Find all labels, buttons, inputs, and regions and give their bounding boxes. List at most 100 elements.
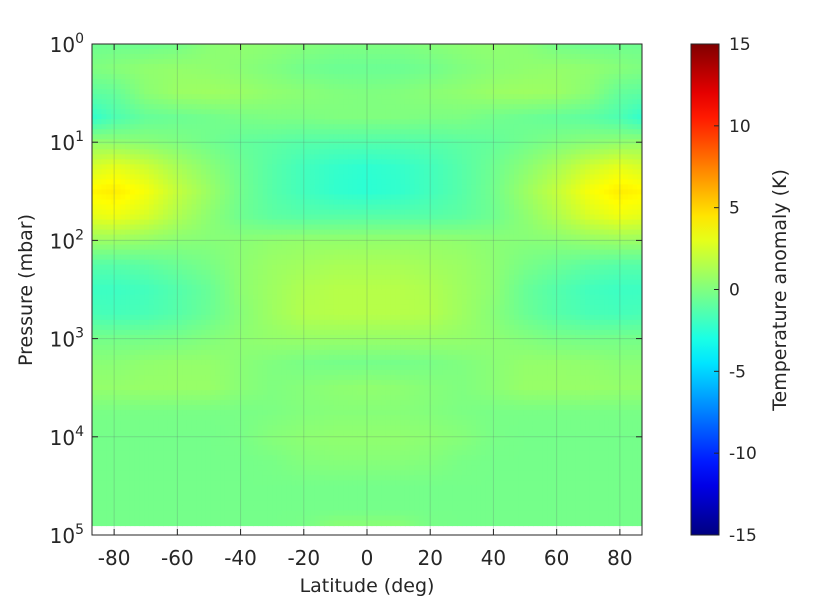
heatmap-cell (613, 214, 619, 221)
heatmap-cell (627, 94, 634, 100)
heatmap-cell (414, 194, 420, 201)
heatmap-cell (585, 139, 591, 145)
heatmap-cell (414, 124, 420, 130)
heatmap-cell (608, 194, 615, 201)
heatmap-cell (442, 124, 449, 130)
heatmap-cell (338, 119, 344, 125)
heatmap-cell (134, 169, 141, 176)
heatmap-cell (196, 59, 202, 65)
heatmap-cell (224, 179, 231, 186)
heatmap-cell (305, 204, 311, 211)
heatmap-cell (476, 159, 482, 165)
heatmap-cell (438, 189, 444, 196)
heatmap-cell (276, 129, 283, 135)
heatmap-cell (447, 124, 453, 130)
heatmap-cell (466, 199, 472, 206)
heatmap-cell (362, 109, 368, 115)
heatmap-cell (253, 64, 259, 70)
heatmap-cell (381, 69, 387, 75)
heatmap-cell (480, 159, 487, 165)
heatmap-cell (428, 174, 434, 181)
heatmap-cell (466, 109, 472, 115)
heatmap-cell (215, 144, 221, 150)
heatmap-cell (532, 64, 539, 70)
heatmap-cell (310, 84, 316, 90)
heatmap-cell (551, 249, 558, 256)
heatmap-cell (570, 134, 577, 140)
heatmap-cell (220, 54, 226, 60)
heatmap-cell (158, 199, 164, 206)
heatmap-cell (395, 214, 401, 221)
heatmap-cell (196, 144, 202, 150)
heatmap-cell (362, 64, 368, 70)
heatmap-cell (376, 119, 382, 125)
heatmap-cell (528, 209, 534, 216)
heatmap-cell (381, 49, 387, 55)
heatmap-cell (623, 54, 629, 60)
heatmap-cell (153, 179, 159, 186)
heatmap-cell (144, 234, 150, 241)
heatmap-cell (357, 169, 363, 176)
heatmap-cell (205, 179, 212, 186)
heatmap-cell (623, 104, 629, 110)
heatmap-cell (110, 69, 117, 75)
heatmap-cell (433, 249, 439, 256)
heatmap-cell (438, 49, 444, 55)
heatmap-cell (518, 239, 525, 246)
heatmap-cell (229, 129, 235, 135)
heatmap-cell (110, 79, 117, 85)
heatmap-cell (513, 139, 520, 145)
heatmap-cell (220, 239, 226, 246)
heatmap-cell (542, 74, 548, 80)
heatmap-cell (220, 234, 226, 241)
heatmap-cell (428, 94, 434, 100)
heatmap-cell (253, 249, 259, 256)
heatmap-cell (580, 164, 586, 170)
heatmap-cell (314, 49, 321, 55)
heatmap-cell (96, 189, 103, 196)
heatmap-cell (457, 114, 463, 120)
heatmap-cell (129, 159, 136, 165)
heatmap-cell (92, 49, 98, 55)
heatmap-cell (220, 114, 226, 120)
heatmap-cell (120, 234, 126, 241)
heatmap-cell (96, 94, 103, 100)
heatmap-cell (438, 199, 444, 206)
heatmap-cell (570, 239, 577, 246)
heatmap-cell (447, 224, 453, 231)
heatmap-cell (390, 94, 397, 100)
heatmap-cell (400, 199, 406, 206)
heatmap-cell (528, 144, 534, 150)
heatmap-cell (589, 134, 596, 140)
heatmap-cell (371, 79, 378, 85)
heatmap-cell (276, 69, 283, 75)
heatmap-cell (566, 144, 572, 150)
heatmap-cell (457, 79, 463, 85)
heatmap-cell (253, 154, 259, 160)
heatmap-cell (381, 194, 387, 201)
heatmap-cell (580, 199, 586, 206)
heatmap-cell (319, 94, 325, 100)
heatmap-cell (201, 139, 207, 145)
heatmap-cell (428, 239, 434, 246)
heatmap-cell (608, 214, 615, 221)
heatmap-cell (618, 54, 624, 60)
heatmap-cell (414, 224, 420, 231)
heatmap-cell (485, 119, 491, 125)
heatmap-cell (125, 154, 131, 160)
heatmap-cell (357, 134, 363, 140)
heatmap-cell (106, 54, 112, 60)
heatmap-cell (457, 174, 463, 181)
heatmap-cell (319, 164, 325, 170)
heatmap-cell (419, 209, 425, 216)
heatmap-cell (243, 114, 250, 120)
heatmap-cell (523, 229, 529, 236)
heatmap-cell (594, 154, 600, 160)
heatmap-cell (594, 64, 600, 70)
heatmap-cell (257, 184, 264, 191)
heatmap-cell (594, 239, 600, 246)
heatmap-cell (291, 44, 297, 50)
heatmap-cell (419, 134, 425, 140)
heatmap-cell (153, 99, 159, 105)
heatmap-cell (537, 239, 544, 246)
